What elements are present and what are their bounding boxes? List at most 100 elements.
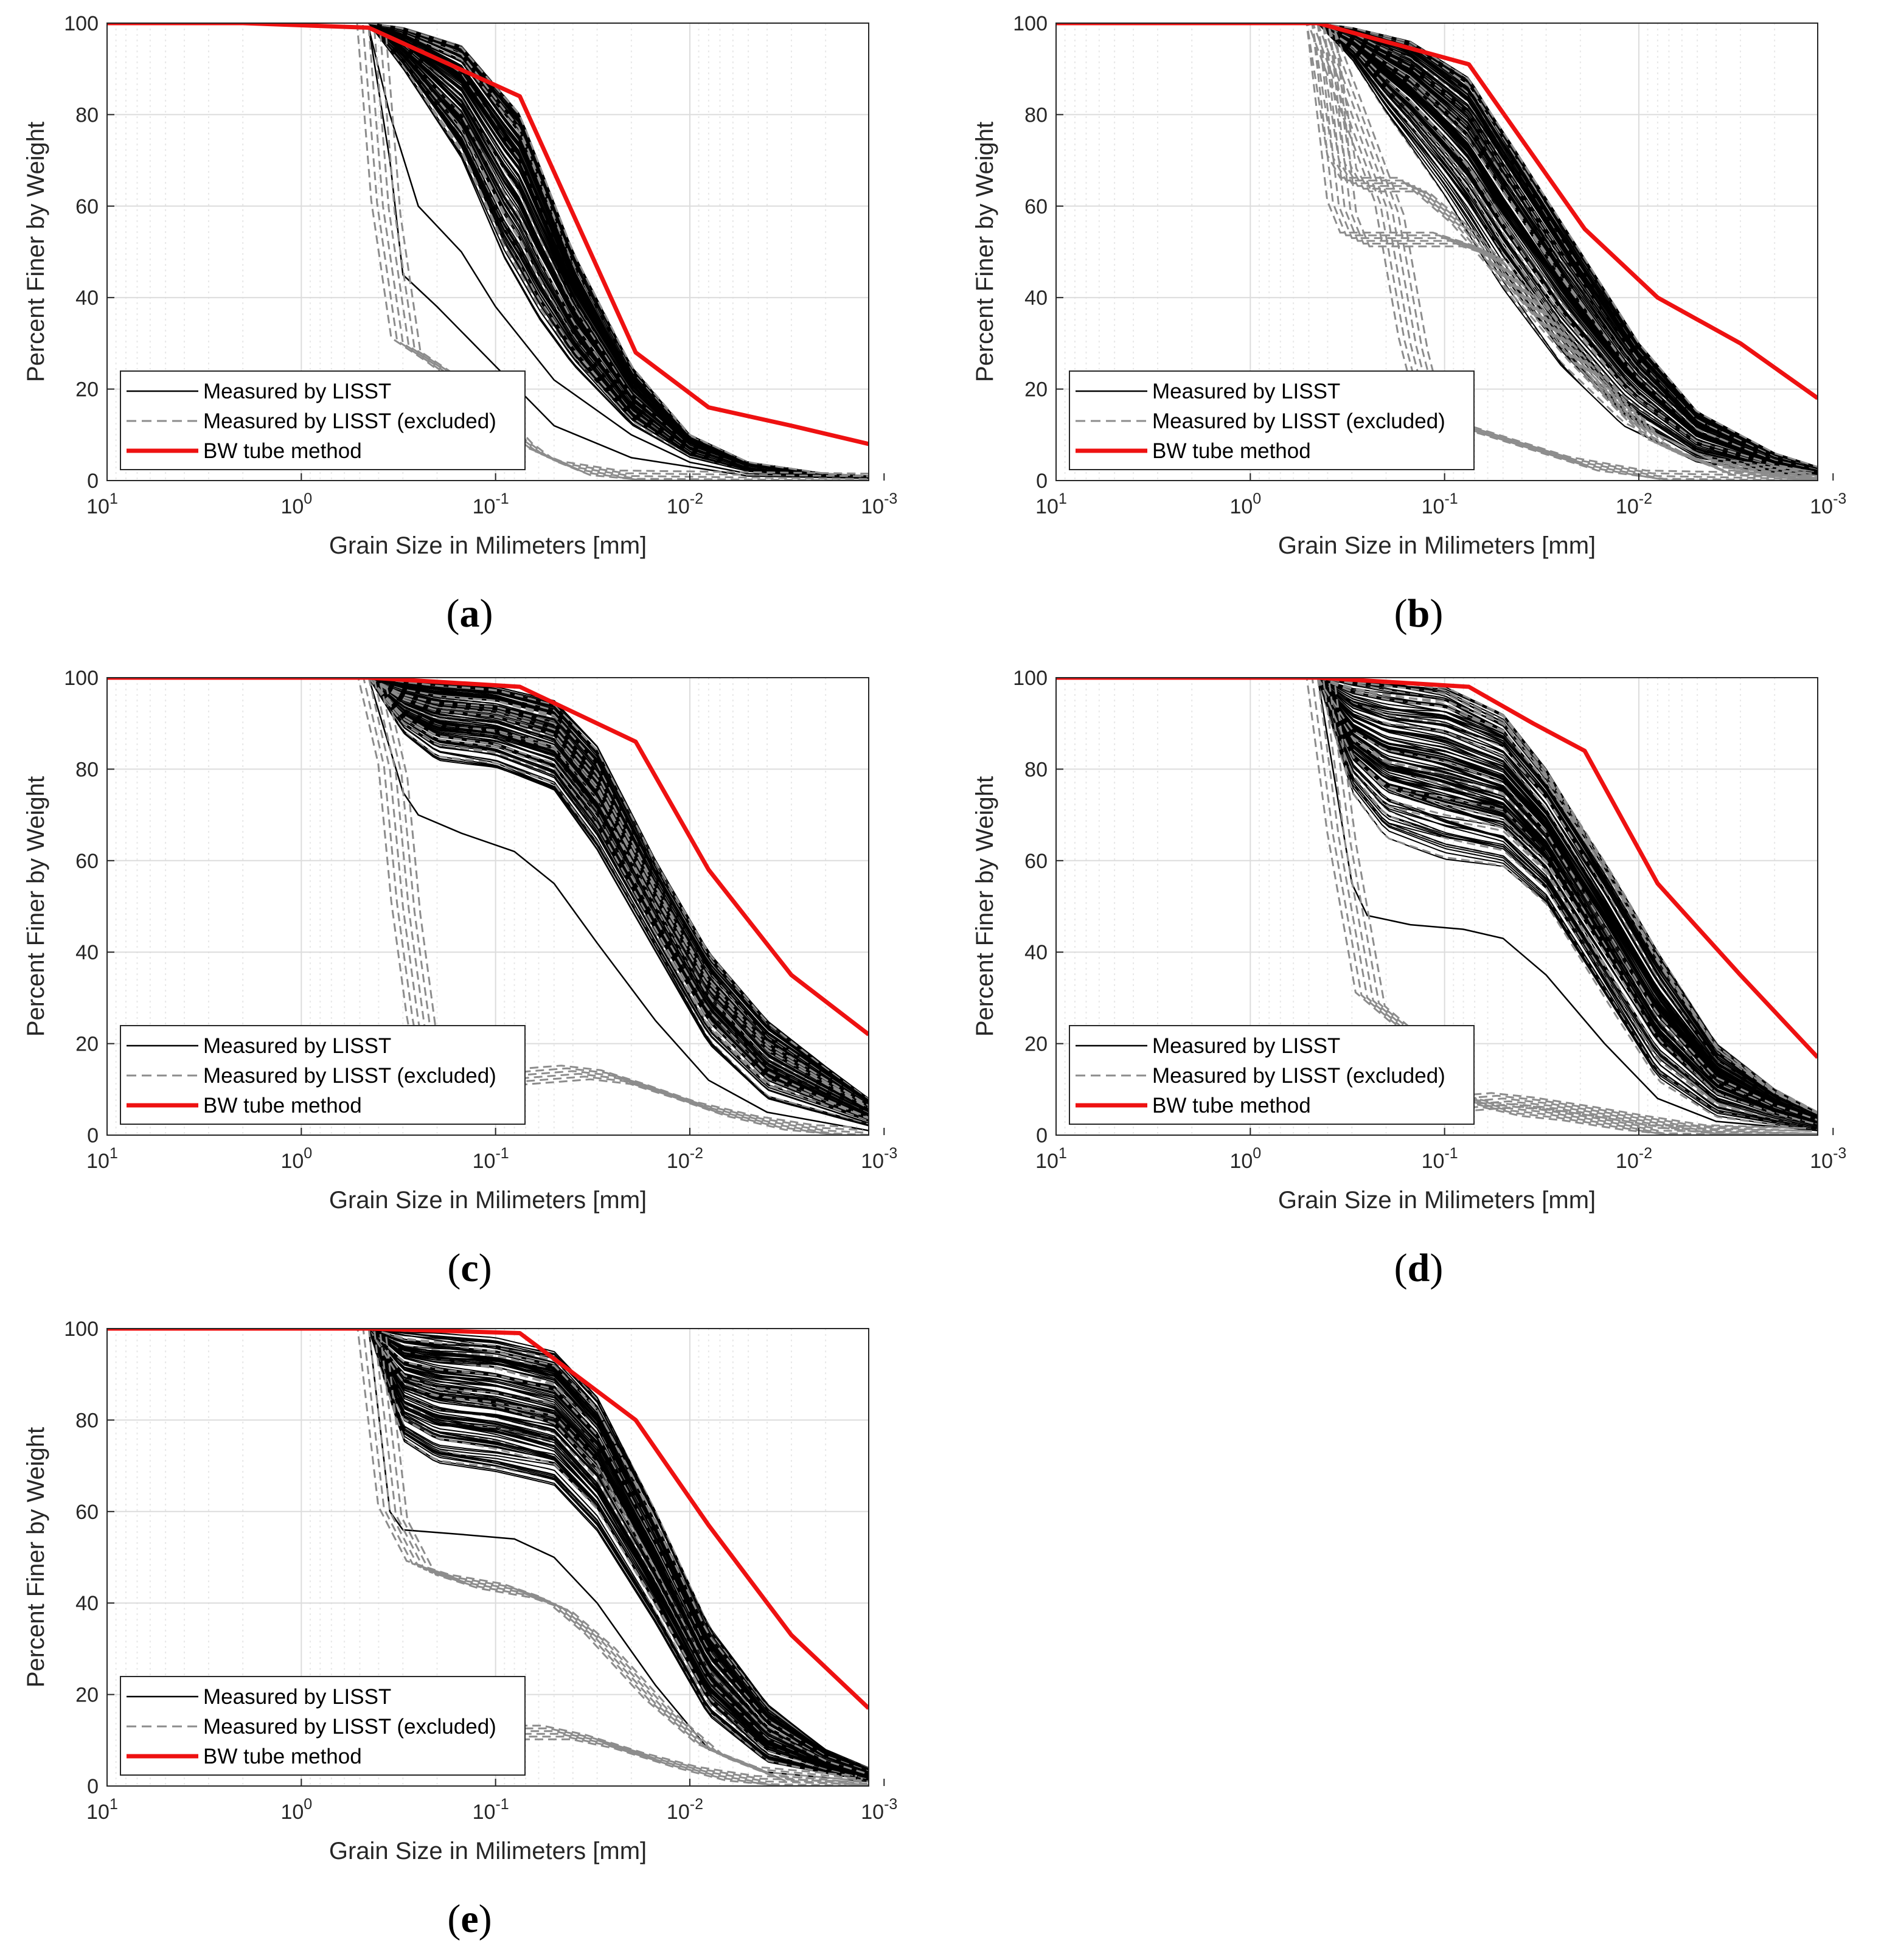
x-tick-label: 10-2 <box>1616 490 1652 518</box>
y-tick-label: 0 <box>1036 1124 1048 1147</box>
excluded-curve <box>1316 678 1818 1131</box>
axes-box <box>106 677 869 1136</box>
x-tick-label: 10-3 <box>861 490 897 518</box>
excluded-curve <box>1316 678 1818 1135</box>
y-axis-title: Percent Finer by Weight <box>972 122 998 382</box>
measured-curve <box>1317 678 1818 1129</box>
excluded-curve <box>467 1072 869 1135</box>
y-tick-label: 60 <box>75 1501 99 1524</box>
x-tick-label: 10-1 <box>473 1796 509 1824</box>
x-tick-label: 10-1 <box>473 490 509 518</box>
excluded-curve <box>1317 23 1818 473</box>
y-tick-label: 60 <box>1024 195 1048 218</box>
measured-curve <box>368 1329 869 1779</box>
x-tick-label: 101 <box>1035 490 1067 518</box>
excluded-curve <box>1334 686 1818 1135</box>
y-tick-label: 40 <box>75 941 99 964</box>
chart-panel-e: 0 20 40 60 80 100 101 100 10-1 10-2 10-3 Grain Size… <box>0 1305 949 1956</box>
x-tick-label: 100 <box>1229 1145 1261 1173</box>
measured-curve <box>368 678 869 1121</box>
curves <box>1056 23 1818 481</box>
y-tick-label: 80 <box>75 758 99 781</box>
excluded-curve <box>1323 25 1818 481</box>
x-tick-label: 10-1 <box>473 1145 509 1173</box>
measured-curve <box>1317 23 1818 470</box>
x-tick-label: 10-3 <box>1810 1145 1846 1173</box>
excluded-curve <box>1305 678 1806 1130</box>
excluded-curve <box>1305 23 1807 471</box>
axes-box <box>1055 23 1818 481</box>
excluded-curve <box>356 1329 857 1777</box>
measured-curve <box>1317 678 1818 1118</box>
measured-curve <box>368 1329 869 1779</box>
excluded-curve <box>1450 1100 1818 1135</box>
y-tick-label: 0 <box>87 1124 99 1147</box>
measured-curve <box>368 1329 869 1771</box>
y-axis-title: Percent Finer by Weight <box>23 1427 49 1687</box>
chart-panel-b: 0 20 40 60 80 100 101 100 10-1 10-2 10-3 Grain Size… <box>949 0 1898 651</box>
measured-curve <box>368 678 869 1103</box>
tick-labels: 0 20 40 60 80 100 101 100 10-1 10-2 10-3 <box>1013 667 1846 1173</box>
x-tick-label: 100 <box>1229 490 1261 518</box>
excluded-curve <box>374 680 444 1102</box>
y-tick-label: 80 <box>75 1409 99 1432</box>
legend-label-measured: Measured by LISST <box>203 1034 391 1058</box>
chart-d-svg: 0 20 40 60 80 100 101 100 10-1 10-2 10-3 Grain Size… <box>972 667 1846 1290</box>
measured-curve <box>1317 678 1818 1119</box>
panel-caption: (e) <box>447 1897 492 1941</box>
excluded-curve <box>1316 678 1818 1129</box>
excluded-curve <box>1317 23 1818 477</box>
y-tick-label: 60 <box>75 195 99 218</box>
measured-curve <box>368 678 869 1106</box>
measured-curve <box>368 678 869 1113</box>
y-tick-label: 0 <box>87 470 99 493</box>
excluded-curve <box>1317 23 1818 471</box>
measured-curve <box>368 1329 869 1777</box>
excluded-curve <box>1317 23 1818 468</box>
y-tick-label: 100 <box>1013 667 1048 690</box>
chart-e-svg: 0 20 40 60 80 100 101 100 10-1 10-2 10-3 Grain Size… <box>23 1318 897 1941</box>
measured-curve <box>1317 678 1818 1122</box>
y-tick-label: 20 <box>75 1684 99 1707</box>
axes-box <box>1055 677 1818 1136</box>
y-tick-label: 40 <box>1024 287 1048 310</box>
y-tick-label: 100 <box>64 1318 99 1341</box>
measured-curve <box>1317 23 1818 471</box>
y-tick-label: 0 <box>1036 470 1048 493</box>
legend: Measured by LISST Measured by LISST (excl… <box>1069 370 1475 470</box>
x-axis-title: Grain Size in Milimeters [mm] <box>1278 532 1596 559</box>
chart-panel-c: 0 20 40 60 80 100 101 100 10-1 10-2 10-3 Grain Size… <box>0 655 949 1305</box>
measured-curve <box>1317 678 1818 1124</box>
curves <box>107 678 869 1135</box>
measured-curve <box>368 678 869 1115</box>
excluded-curve <box>363 678 433 1096</box>
tick-labels: 0 20 40 60 80 100 101 100 10-1 10-2 10-3 <box>64 12 897 518</box>
measured-curve <box>368 1329 869 1773</box>
axes-box <box>106 1328 869 1787</box>
excluded-curve <box>1316 23 1818 477</box>
measured-curve <box>1317 678 1818 1116</box>
excluded-curve <box>1317 678 1818 1115</box>
excluded-curve <box>1311 23 1812 474</box>
x-tick-label: 10-1 <box>1422 1145 1458 1173</box>
excluded-curve <box>1316 678 1818 1128</box>
excluded-curve <box>1334 30 1818 481</box>
y-tick-label: 80 <box>75 103 99 127</box>
excluded-curve <box>368 1329 869 1773</box>
measured-curve <box>368 1329 869 1775</box>
y-tick-label: 0 <box>87 1775 99 1798</box>
legend-label-measured: Measured by LISST <box>1152 380 1340 403</box>
excluded-curve <box>368 678 869 1104</box>
excluded-curve <box>368 678 869 1101</box>
excluded-curve <box>1456 1103 1818 1135</box>
measured-curve <box>368 678 869 1117</box>
x-tick-label: 101 <box>1035 1145 1067 1173</box>
y-axis-title: Percent Finer by Weight <box>23 122 49 382</box>
excluded-curve <box>368 678 869 1107</box>
excluded-curve <box>1316 678 1818 1126</box>
legend: Measured by LISST Measured by LISST (excl… <box>1069 1025 1475 1125</box>
excluded-curve <box>367 27 869 480</box>
legend-label-excluded: Measured by LISST (excluded) <box>203 1064 496 1088</box>
bw-tube-line <box>107 678 869 1037</box>
y-axis-title: Percent Finer by Weight <box>23 776 49 1037</box>
